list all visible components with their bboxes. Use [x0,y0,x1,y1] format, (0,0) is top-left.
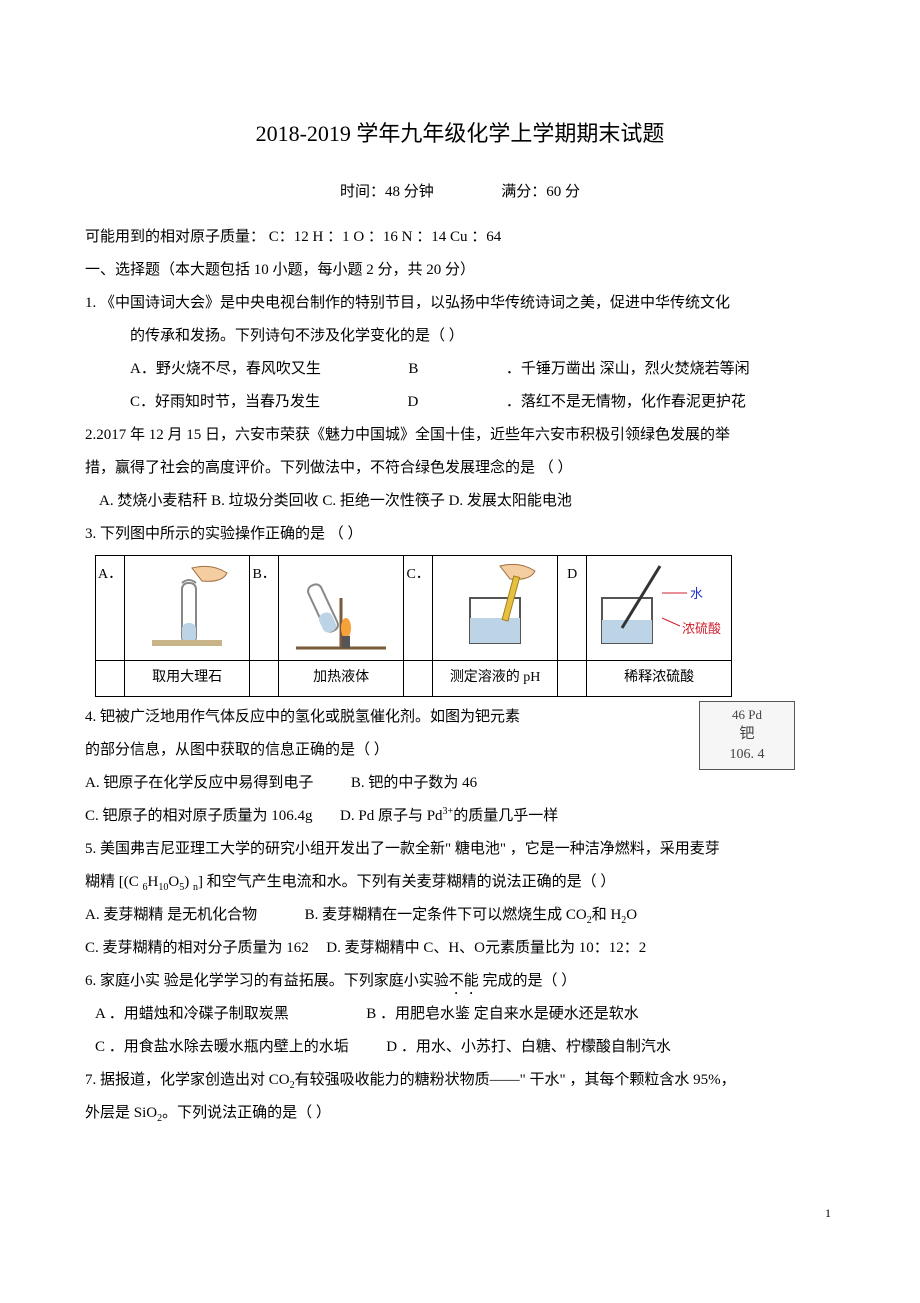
q1-opt-d-l: D [408,394,419,410]
q5-stem-1: 5. 美国弗吉尼亚理工大学的研究小组开发出了一款全新" 糖电池" ，它是一种洁净… [85,833,835,866]
q6-row2: C ．用食盐水除去暖水瓶内壁上的水垢 D ．用水、小苏打、白糖、柠檬酸自制汽水 [85,1031,835,1064]
exam-time: 时间：48 分钟 [340,184,434,200]
q6-stem: 6. 家庭小实 验是化学学习的有益拓展。下列家庭小实验不能 完成的是（ ） [85,965,835,998]
q5-b: B. 麦芽糊精在一定条件下可以燃烧生成 CO2和 H2O [305,907,638,923]
element-name: 钯 [702,724,792,745]
page-title: 2018-2019 学年九年级化学上学期期末试题 [85,110,835,158]
q3-letter-a: A． [96,556,125,661]
q2-stem-2: 措，赢得了社会的高度评价。下列做法中，不符合绿色发展理念的是 （ ） [85,452,835,485]
q5-row2: C. 麦芽糊精的相对分子质量为 162 D. 麦芽糊精中 C、H、O元素质量比为… [85,932,835,965]
q3-cap-b: 加热液体 [279,661,404,697]
svg-text:水: 水 [690,586,703,601]
q3-img-d: 水 浓硫酸 [587,556,732,661]
q5-c: C. 麦芽糊精的相对分子质量为 162 [85,940,309,956]
q3-stem: 3. 下列图中所示的实验操作正确的是 （ ） [85,518,835,551]
q1-opt-d-r: ．落红不是无情物，化作春泥更护花 [506,394,746,410]
element-mass: 106. 4 [702,745,792,765]
q1-stem-1: 1. 《中国诗词大会》是中央电视台制作的特别节目，以弘扬中华传统诗词之美，促进中… [85,287,835,320]
q3-cap-c: 测定溶液的 pH [433,661,558,697]
q4-row1: A. 钯原子在化学反应中易得到电子 B. 钯的中子数为 46 [85,767,835,800]
q6-row1: A ．用蜡烛和冷碟子制取炭黑 B ．用肥皂水鉴 定自来水是硬水还是软水 [85,998,835,1031]
exam-score: 满分：60 分 [501,184,580,200]
page-number: 1 [85,1200,835,1226]
q1-opt-c: C．好雨知时节，当春乃发生 [130,394,320,410]
q5-a: A. 麦芽糊精 是无机化合物 [85,907,257,923]
q4-row2: C. 钯原子的相对原子质量为 106.4g D. Pd 原子与 Pd3+的质量几… [85,800,835,833]
q3-cap-a: 取用大理石 [125,661,250,697]
q1-opt-a: A．野火烧不尽，春风吹又生 [130,361,321,377]
q6-d: D ．用水、小苏打、白糖、柠檬酸自制汽水 [386,1039,671,1055]
q1-stem-2: 的传承和发扬。下列诗句不涉及化学变化的是（ ） [85,320,835,353]
q3-letter-b: B． [250,556,279,661]
q1-row1: A．野火烧不尽，春风吹又生 B ．千锤万凿出 深山，烈火焚烧若等闲 [85,353,835,386]
q4-d: D. Pd 原子与 Pd3+的质量几乎一样 [340,808,558,824]
q4-b: B. 钯的中子数为 46 [351,775,477,791]
q1-opt-b-l: B [408,361,418,377]
q3-letter-c: C． [404,556,433,661]
q3-img-c [433,556,558,661]
exam-meta: 时间：48 分钟 满分：60 分 [85,176,835,209]
q1-row2: C．好雨知时节，当春乃发生 D ．落红不是无情物，化作春泥更护花 [85,386,835,419]
q5-stem-2: 糊精 [(C 6H10O5) n] 和空气产生电流和水。下列有关麦芽糊精的说法正… [85,866,835,899]
q2-stem-1: 2.2017 年 12 月 15 日，六安市荣获《魅力中国城》全国十佳，近些年六… [85,419,835,452]
q3-options-table: A． B． C． [95,555,732,697]
q5-d: D. 麦芽糊精中 C、H、O元素质量比为 10：12：2 [326,940,646,956]
q1-opt-b-r: ．千锤万凿出 深山，烈火焚烧若等闲 [506,361,750,377]
q4-a: A. 钯原子在化学反应中易得到电子 [85,775,313,791]
q7-stem-1: 7. 据报道，化学家创造出对 CO2有较强吸收能力的糖粉状物质——" 干水" ，… [85,1064,835,1097]
atomic-masses: 可能用到的相对原子质量： C：12 H ：1 O ：16 N ：14 Cu ：6… [85,221,835,254]
q3-letter-d: D [558,556,587,661]
q4-c: C. 钯原子的相对原子质量为 106.4g [85,808,313,824]
element-box: 46 Pd 钯 106. 4 [699,701,795,770]
q6-c: C ．用食盐水除去暖水瓶内壁上的水垢 [95,1039,349,1055]
section-heading: 一、选择题（本大题包括 10 小题，每小题 2 分，共 20 分） [85,254,835,287]
element-num-sym: 46 Pd [702,706,792,724]
q3-cap-d: 稀释浓硫酸 [587,661,732,697]
q3-img-a [125,556,250,661]
q3-img-b [279,556,404,661]
q6-a: A ．用蜡烛和冷碟子制取炭黑 [95,1006,289,1022]
q6-b: B ．用肥皂水鉴 定自来水是硬水还是软水 [366,1006,639,1022]
svg-text:浓硫酸: 浓硫酸 [682,621,721,636]
q2-opts: A. 焚烧小麦秸秆 B. 垃圾分类回收 C. 拒绝一次性筷子 D. 发展太阳能电… [85,485,835,518]
q5-row1: A. 麦芽糊精 是无机化合物 B. 麦芽糊精在一定条件下可以燃烧生成 CO2和 … [85,899,835,932]
q7-stem-2: 外层是 SiO2。下列说法正确的是（ ） [85,1097,835,1130]
